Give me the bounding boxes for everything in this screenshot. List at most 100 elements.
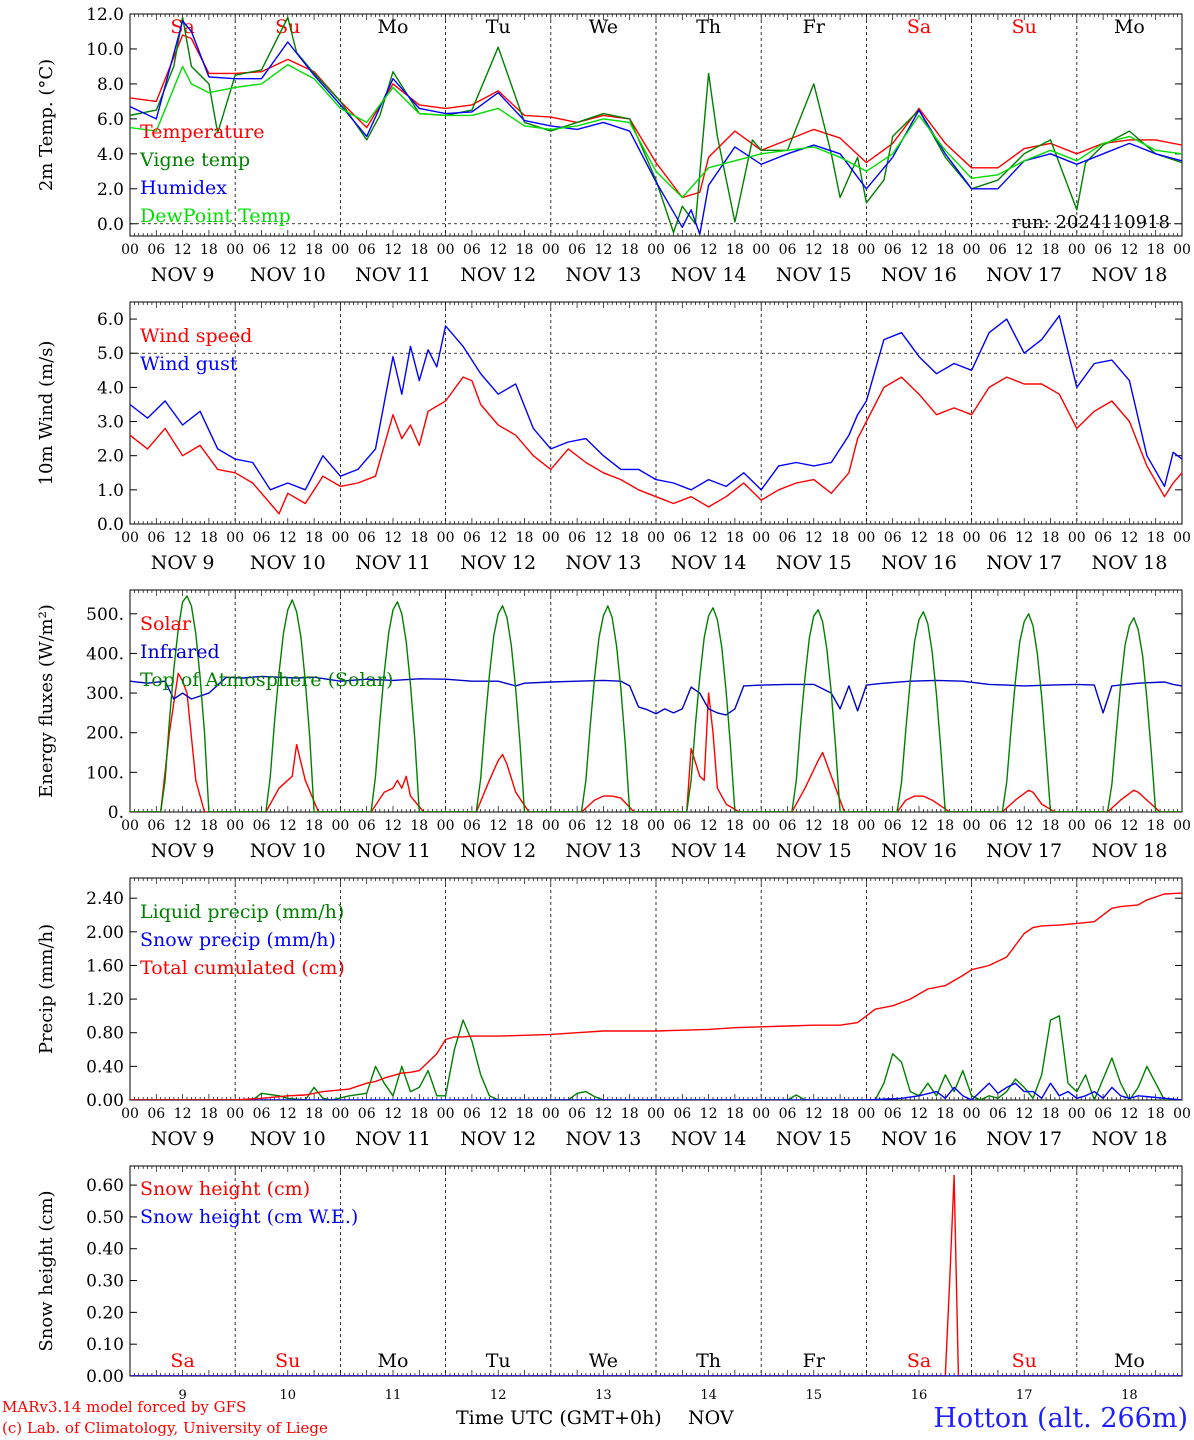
x-day-number: 11: [385, 1388, 402, 1403]
legend-entry: Liquid precip (mm/h): [140, 901, 344, 923]
x-hour-label: 00: [1068, 818, 1086, 834]
x-hour-label: 00: [542, 242, 560, 258]
x-hour-label: 00: [1173, 1106, 1191, 1122]
x-hour-label: 06: [463, 242, 481, 258]
x-hour-label: 00: [963, 530, 981, 546]
day-of-week-label: Su: [1012, 16, 1037, 38]
day-of-week-label: Sa: [907, 16, 931, 38]
x-date-label: NOV 13: [565, 552, 641, 574]
x-hour-label: 00: [963, 818, 981, 834]
x-hour-label: 18: [936, 530, 954, 546]
x-date-label: NOV 11: [355, 264, 431, 286]
y-tick-label: 1.20: [86, 990, 124, 1010]
x-hour-label: 12: [174, 242, 192, 258]
day-of-week-label: Mo: [378, 1350, 409, 1372]
day-of-week-label: We: [589, 16, 618, 38]
x-date-label: NOV 16: [881, 840, 957, 862]
series-group: [130, 595, 1182, 812]
x-hour-label: 06: [673, 1106, 691, 1122]
x-hour-label: 00: [226, 242, 244, 258]
x-hour-label: 18: [621, 242, 639, 258]
x-hour-label: 12: [594, 818, 612, 834]
x-hour-label: 12: [1015, 242, 1033, 258]
y-tick-label: 4.0: [97, 145, 124, 165]
x-hour-label: 06: [358, 818, 376, 834]
y-tick-label: 2.0: [97, 180, 124, 200]
x-date-label: NOV 10: [250, 840, 326, 862]
day-of-week-label: Th: [696, 1350, 721, 1372]
run-label: run: 2024110918: [1012, 212, 1170, 233]
x-hour-label: 18: [410, 818, 428, 834]
x-hour-label: 00: [1173, 818, 1191, 834]
x-day-number: 16: [911, 1388, 928, 1403]
x-hour-label: 06: [358, 242, 376, 258]
x-hour-label: 18: [410, 530, 428, 546]
x-hour-label: 12: [910, 242, 928, 258]
x-hour-label: 06: [884, 1106, 902, 1122]
x-date-label: NOV 14: [671, 1128, 747, 1150]
x-date-label: NOV 14: [671, 840, 747, 862]
x-hour-label: 00: [437, 818, 455, 834]
legend-entry: Wind gust: [140, 353, 238, 375]
x-hour-label: 12: [384, 1106, 402, 1122]
x-hour-label: 00: [121, 818, 139, 834]
y-tick-label: 500.: [86, 605, 124, 625]
day-of-week-label: Sa: [170, 16, 194, 38]
x-hour-label: 06: [253, 818, 271, 834]
x-hour-label: 18: [936, 818, 954, 834]
x-hour-label: 06: [779, 818, 797, 834]
x-hour-label: 00: [226, 818, 244, 834]
x-hour-label: 00: [963, 242, 981, 258]
y-tick-label: 0.20: [86, 1303, 124, 1323]
x-hour-label: 06: [989, 242, 1007, 258]
y-tick-label: 4.0: [97, 378, 124, 398]
y-tick-label: 2.0: [97, 447, 124, 467]
x-hour-label: 18: [1042, 530, 1060, 546]
credit-line-2: (c) Lab. of Climatology, University of L…: [2, 1419, 328, 1437]
x-date-label: NOV 10: [250, 264, 326, 286]
x-hour-label: 06: [779, 242, 797, 258]
x-axis-title: Time UTC (GMT+0h): [456, 1407, 662, 1429]
legend-entry: Vigne temp: [139, 149, 250, 171]
x-hour-label: 18: [200, 1106, 218, 1122]
x-hour-label: 12: [594, 242, 612, 258]
x-hour-label: 06: [884, 530, 902, 546]
x-hour-label: 12: [279, 1106, 297, 1122]
series-line-wind-gust: [130, 315, 1182, 491]
legend-entry: Temperature: [140, 121, 264, 143]
x-hour-label: 18: [410, 1106, 428, 1122]
series-line-wind-speed: [130, 376, 1182, 515]
panel-3: 0. 100. 200. 300. 400. 500. Energy fluxes (W/m…: [36, 589, 1191, 862]
y-tick-label: 1.60: [86, 956, 124, 976]
x-hour-label: 06: [1094, 242, 1112, 258]
x-date-label: NOV 10: [250, 1128, 326, 1150]
x-hour-label: 00: [121, 1106, 139, 1122]
x-date-label: NOV 13: [565, 264, 641, 286]
x-hour-label: 00: [1068, 530, 1086, 546]
x-hour-label: 00: [647, 818, 665, 834]
x-hour-label: 12: [384, 242, 402, 258]
x-hour-label: 12: [1120, 818, 1138, 834]
series-group: [130, 16, 1182, 236]
x-date-label: NOV 14: [671, 264, 747, 286]
x-hour-label: 18: [831, 818, 849, 834]
y-tick-label: 2.40: [86, 889, 124, 909]
x-hour-label: 12: [1015, 1106, 1033, 1122]
y-axis-label: Energy fluxes (W/m²): [36, 604, 57, 798]
x-hour-label: 18: [1147, 242, 1165, 258]
x-hour-label: 00: [331, 530, 349, 546]
x-hour-label: 00: [437, 242, 455, 258]
x-date-label: NOV 16: [881, 1128, 957, 1150]
x-hour-label: 18: [831, 530, 849, 546]
x-hour-label: 00: [647, 1106, 665, 1122]
series-group: [130, 315, 1182, 515]
panel-4: 0.00 0.40 0.80 1.20 1.60 2.00 2.40 Precip (mm/h…: [36, 877, 1191, 1150]
x-hour-label: 00: [331, 1106, 349, 1122]
x-hour-label: 18: [621, 818, 639, 834]
x-hour-label: 18: [726, 818, 744, 834]
y-tick-label: 0.: [108, 803, 124, 823]
day-of-week-label: Fr: [803, 16, 826, 38]
x-hour-label: 06: [358, 530, 376, 546]
x-date-label: NOV 9: [151, 264, 215, 286]
